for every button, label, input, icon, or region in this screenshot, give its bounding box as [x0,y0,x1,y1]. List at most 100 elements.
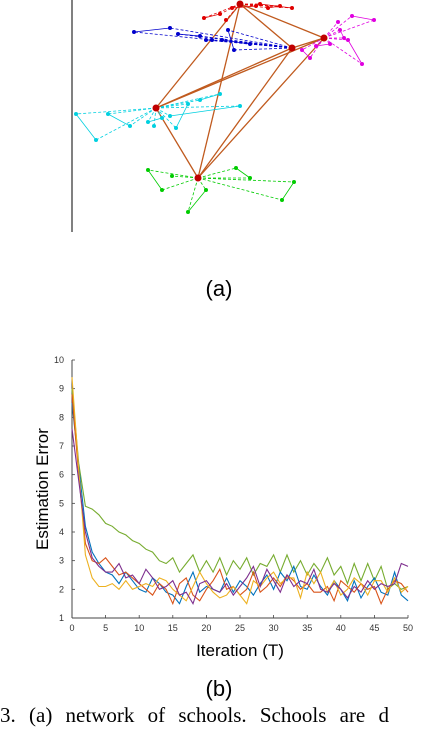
x-tick-label: 15 [168,623,178,633]
school-node [328,42,332,46]
cluster-link [187,189,207,213]
y-tick-label: 4 [59,527,64,537]
cluster-link [347,39,363,65]
cluster-link [323,15,353,39]
x-axis-label: Iteration (T) [196,641,284,660]
y-axis-label: Estimation Error [33,428,52,550]
cluster-link [197,177,295,183]
school-node [74,112,78,116]
cluster-link [199,35,293,49]
x-tick-label: 40 [336,623,346,633]
cluster-link [205,39,293,49]
cluster-link [281,181,295,201]
cluster-link [153,107,157,127]
cluster-red [202,2,294,22]
school-node [254,4,258,8]
school-node [152,124,156,128]
cluster-link [177,33,201,37]
y-tick-label: 10 [54,355,64,365]
cluster-link [147,169,199,179]
school-node [278,4,282,8]
x-tick-label: 30 [269,623,279,633]
cluster-link [169,27,293,49]
cluster-link [177,33,293,49]
series-line-2 [71,402,409,605]
school-node [342,36,346,40]
school-node [338,28,342,32]
cluster-link [219,3,241,15]
school-node [232,48,236,52]
cluster-link [259,3,293,9]
x-tick-label: 20 [201,623,211,633]
school-node [360,62,364,66]
cluster-link [107,107,157,115]
school-node [198,34,202,38]
y-tick-label: 6 [59,470,64,480]
hub-node [236,0,244,8]
school-node [204,38,208,42]
school-node [146,120,150,124]
x-tick-label: 25 [235,623,245,633]
cluster-link [221,39,251,45]
cluster-link [203,3,241,19]
school-node [186,102,190,106]
school-node [170,174,174,178]
cluster-link [301,37,325,51]
school-node [280,198,284,202]
school-node [234,166,238,170]
cluster-link [147,169,163,191]
cluster-link [227,29,235,51]
y-tick-label: 1 [59,613,64,623]
cluster-link [323,21,339,39]
x-tick-label: 0 [69,623,74,633]
cluster-link [239,3,293,9]
school-network-figure [71,0,376,232]
school-node [186,210,190,214]
y-tick-label: 5 [59,498,64,508]
school-node [168,114,172,118]
subfigure-label-b: (b) [205,676,233,701]
school-node [258,2,262,6]
hub-node [288,44,296,52]
school-node [168,26,172,30]
cluster-green [146,166,296,214]
school-node [218,12,222,16]
school-node [314,44,318,48]
hub-link [155,37,325,109]
y-tick-label: 9 [59,384,64,394]
school-node [160,188,164,192]
x-tick-label: 5 [103,623,108,633]
subfigure-label-a: (a) [205,276,233,301]
school-node [300,48,304,52]
figure-caption: 3. (a) network of schools. Schools are d [0,703,390,727]
school-node [346,38,350,42]
cluster-link [227,29,293,49]
school-node [202,16,206,20]
y-tick-label: 3 [59,556,64,566]
series-line-5 [71,428,409,606]
cluster-link [187,177,199,213]
y-tick-label: 7 [59,441,64,451]
cluster-link [235,167,251,179]
school-node [372,18,376,22]
school-node [218,92,222,96]
hub-link [197,47,293,179]
x-tick-label: 50 [403,623,413,633]
school-node [308,56,312,60]
cluster-link [169,105,241,117]
school-node [238,104,242,108]
school-node [248,42,252,46]
series-line-4 [71,377,409,605]
school-node [290,6,294,10]
school-node [248,176,252,180]
cluster-link [203,13,221,19]
hub-node [152,104,160,112]
cluster-link [225,3,241,21]
x-tick-label: 10 [134,623,144,633]
school-node [226,28,230,32]
y-tick-label: 8 [59,412,64,422]
cluster-link [323,19,375,39]
cluster-link [315,43,331,47]
school-node [350,14,354,18]
hub-link [239,3,293,49]
